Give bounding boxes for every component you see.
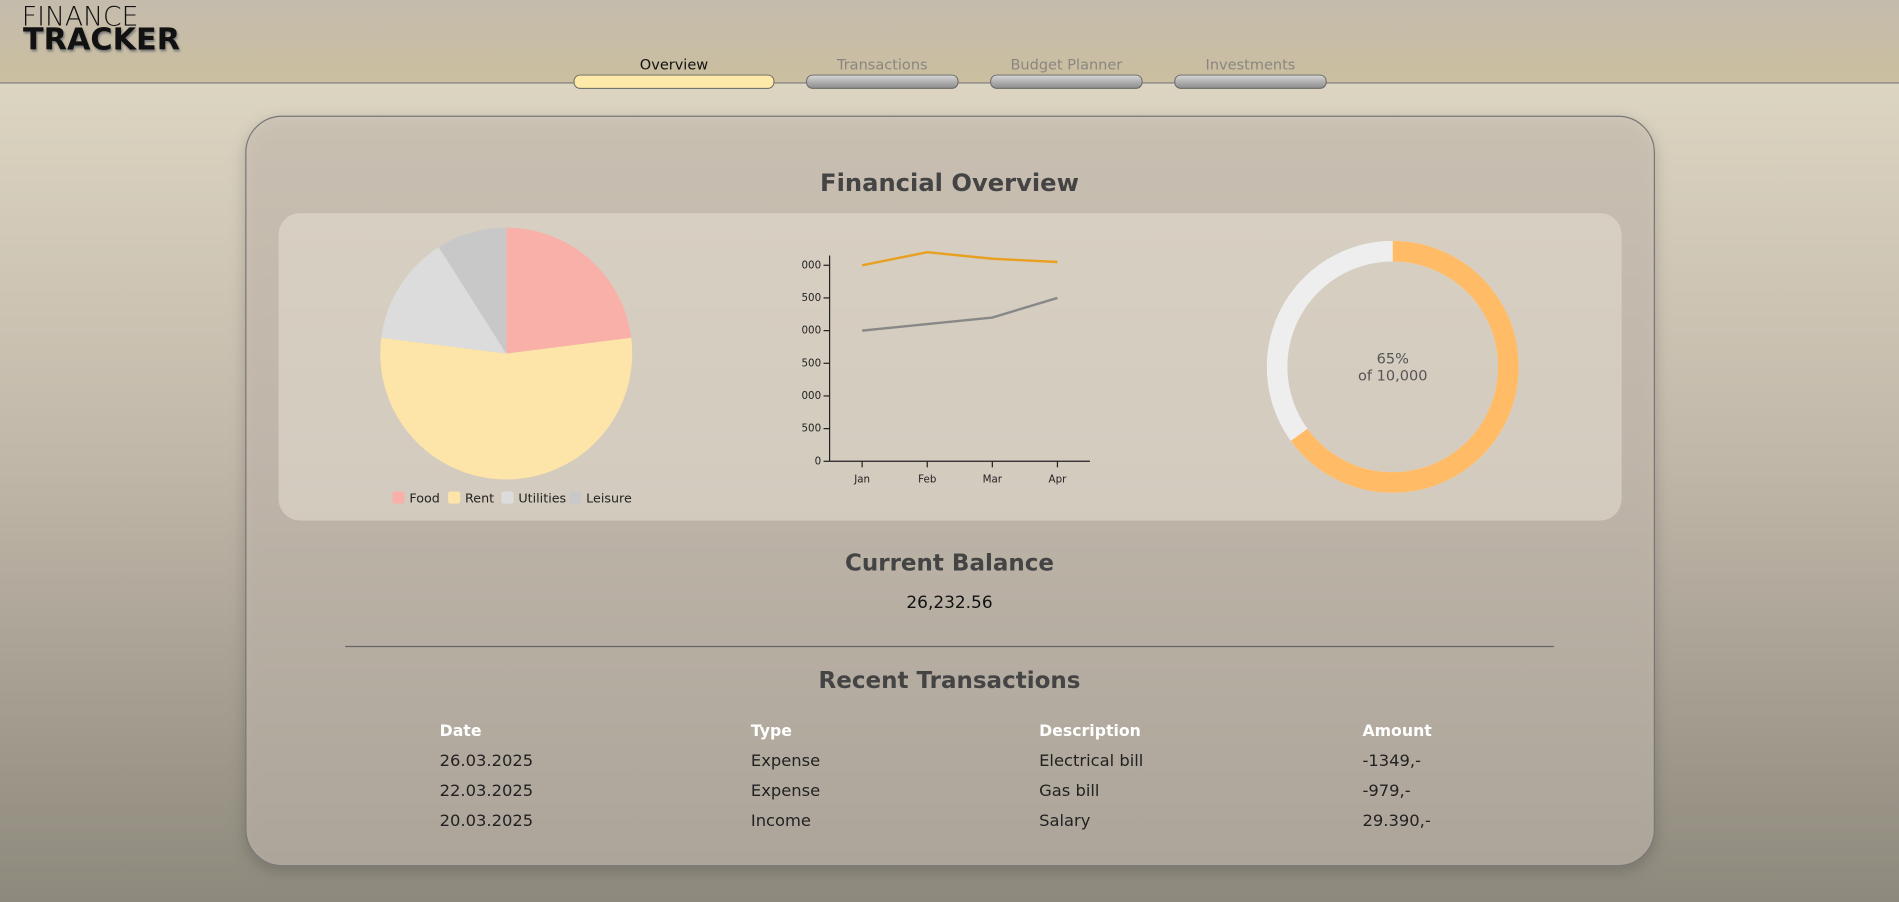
legend-swatch — [392, 491, 405, 504]
tab-label[interactable]: Transactions — [836, 57, 928, 73]
y-tick-label: 2,000 — [792, 325, 821, 337]
tab-pill[interactable] — [573, 74, 775, 89]
table-cell: Electrical bill — [1039, 751, 1143, 770]
table-header: Type — [751, 721, 792, 740]
table-cell: 29.390,- — [1362, 811, 1430, 830]
nav-tab[interactable]: Budget Planner — [990, 57, 1143, 89]
pie-slice — [438, 227, 507, 354]
pie-slice — [381, 247, 507, 354]
table-cell: 22.03.2025 — [440, 781, 534, 800]
y-tick-label: 2,500 — [792, 292, 821, 304]
table-cell: Expense — [751, 751, 820, 770]
nav-tab[interactable]: Transactions — [806, 57, 959, 89]
pie-slice — [380, 337, 633, 480]
table-cell: 20.03.2025 — [440, 811, 534, 830]
legend-label: Utilities — [518, 490, 566, 505]
donut-arc — [1290, 240, 1519, 493]
table-header: Amount — [1362, 721, 1432, 740]
x-tick-label: Feb — [918, 473, 936, 485]
logo-bottom: TRACKER — [23, 23, 180, 58]
nav-tab[interactable]: Overview — [573, 57, 775, 89]
legend-swatch — [501, 491, 514, 504]
table-cell: Salary — [1039, 811, 1091, 830]
table-cell: Gas bill — [1039, 781, 1099, 800]
legend-label: Rent — [465, 490, 494, 505]
tab-label[interactable]: Budget Planner — [1010, 57, 1122, 73]
x-tick-label: Jan — [853, 473, 870, 485]
balance-amount: 26,232.56 — [906, 592, 992, 612]
y-tick-label: 1,500 — [792, 357, 821, 369]
legend-label: Food — [409, 490, 439, 505]
logo-top: FINANCE — [22, 2, 139, 33]
section-title: Financial Overview — [820, 169, 1079, 197]
tab-label[interactable]: Overview — [640, 57, 708, 73]
y-tick-label: 0 — [815, 455, 822, 467]
pie-slice — [506, 227, 632, 354]
legend-swatch — [569, 491, 582, 504]
donut-caption: of 10,000 — [1358, 369, 1427, 385]
y-tick-label: 500 — [801, 423, 821, 435]
line-series — [861, 250, 1058, 267]
tab-pill[interactable] — [990, 74, 1143, 89]
donut-value: 65% — [1377, 352, 1409, 368]
line-series — [862, 296, 1058, 332]
table-header: Description — [1039, 721, 1141, 740]
transactions-table: Date Type Description Amount 26.03.2025 Expen… — [440, 721, 1433, 830]
x-tick-label: Mar — [983, 473, 1003, 485]
table-header: Date — [440, 721, 482, 740]
transactions-title: Recent Transactions — [819, 668, 1081, 694]
nav: Overview Transactions Budget Planner Invest… — [573, 57, 1327, 89]
header — [0, 0, 1899, 83]
table-cell: Expense — [751, 781, 820, 800]
tab-pill[interactable] — [806, 74, 959, 89]
legend-label: Leisure — [586, 490, 632, 505]
y-tick-label: 1,000 — [792, 390, 821, 402]
table-cell: Income — [751, 811, 811, 830]
table-cell: -979,- — [1362, 781, 1410, 800]
table-cell: -1349,- — [1362, 751, 1421, 770]
balance-title: Current Balance — [845, 551, 1054, 577]
charts: Food Rent Utilities Leisure 0 500 1,000 1,500 2,… — [380, 227, 1519, 505]
table-cell: 26.03.2025 — [440, 751, 534, 770]
tab-pill[interactable] — [1174, 74, 1327, 89]
nav-tab[interactable]: Investments — [1174, 57, 1327, 89]
legend-swatch — [448, 491, 461, 504]
x-tick-label: Apr — [1049, 473, 1068, 485]
y-tick-label: 3,000 — [792, 259, 821, 271]
tab-label[interactable]: Investments — [1206, 57, 1296, 73]
